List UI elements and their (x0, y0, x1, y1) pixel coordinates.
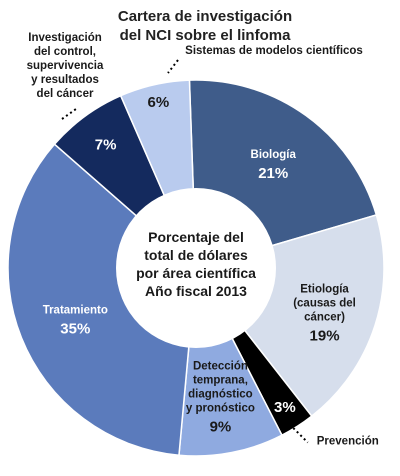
label-biologia-line-1: Biología (251, 149, 297, 161)
chart-title-line-2: del NCI sobre el linfoma (120, 27, 292, 44)
label-sistemas-pct: 6% (147, 94, 169, 111)
label-deteccion-line-3: diagnóstico (188, 389, 253, 401)
center-label: Porcentaje del total de dólares por área c… (136, 229, 256, 299)
slice-tratamiento (7, 143, 197, 457)
label-control-line-2: del control, (34, 46, 96, 58)
label-sistemas-line-1: Sistemas de modelos científicos (185, 45, 363, 57)
label-tratamiento-line-1: Tratamiento (43, 304, 108, 316)
label-control-pct: 7% (95, 137, 117, 154)
center-line-1: Porcentaje del (148, 229, 244, 245)
center-line-2: total de dólares (144, 247, 248, 263)
leader-control (61, 108, 77, 120)
label-control-line-5: del cáncer (37, 88, 94, 100)
leader-sistemas (167, 59, 179, 74)
leader-prevencion (289, 423, 309, 444)
label-deteccion-pct: 9% (210, 419, 232, 436)
label-control-line-1: Investigación (28, 32, 102, 44)
center-line-3: por área científica (136, 265, 256, 281)
label-etiologia-line-3: cáncer) (304, 311, 345, 323)
slice-labels: Biología 21% Etiología (causas del cáncer) 19… (27, 32, 379, 447)
donut-hole (116, 188, 276, 348)
label-prevencion-pct: 3% (274, 399, 296, 416)
label-biologia-pct: 21% (258, 165, 288, 182)
label-etiologia-line-2: (causas del (293, 297, 356, 309)
label-prevencion-line-1: Prevención (317, 435, 379, 447)
label-deteccion-line-2: temprana, (193, 375, 248, 387)
label-tratamiento-pct: 35% (60, 320, 90, 337)
chart-title-line-1: Cartera de investigación (118, 8, 292, 25)
label-control-line-3: supervivencia (27, 60, 104, 72)
label-deteccion-line-1: Detección (193, 361, 248, 373)
label-etiologia-pct: 19% (310, 327, 340, 344)
label-etiologia-line-1: Etiología (300, 283, 349, 295)
label-control-line-4: y resultados (31, 74, 99, 86)
center-line-4: Año fiscal 2013 (145, 283, 247, 299)
label-deteccion-line-4: y pronóstico (186, 403, 255, 415)
